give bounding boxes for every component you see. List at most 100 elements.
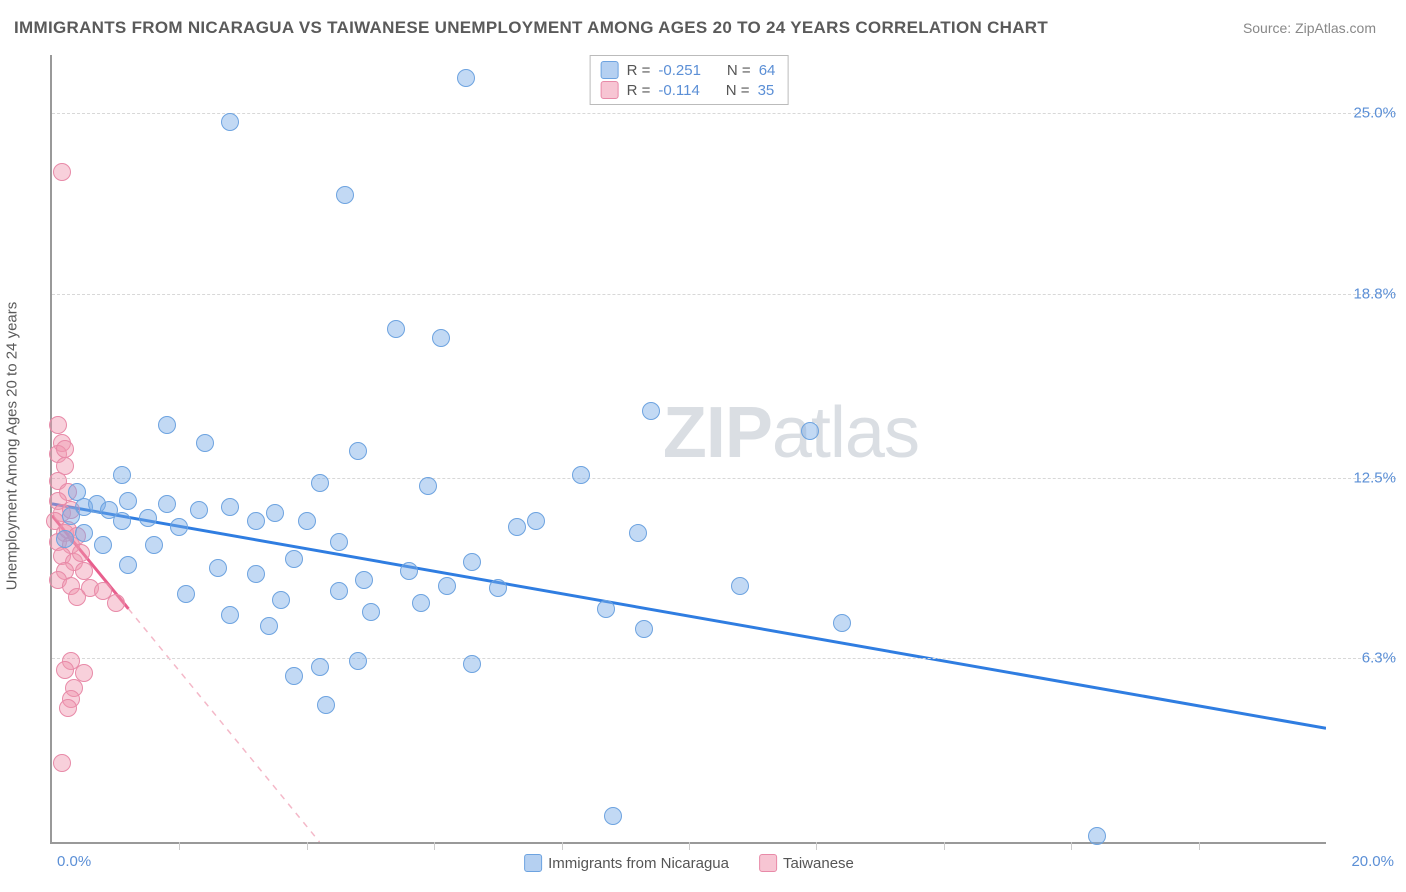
- data-point: [196, 434, 214, 452]
- data-point: [355, 571, 373, 589]
- data-point: [177, 585, 195, 603]
- x-tick: [1199, 842, 1200, 850]
- data-point: [463, 655, 481, 673]
- legend-n-value: 64: [759, 62, 776, 79]
- data-point: [158, 495, 176, 513]
- legend-r-label: R =: [627, 62, 651, 79]
- series-legend: Immigrants from Nicaragua Taiwanese: [524, 854, 854, 872]
- data-point: [438, 577, 456, 595]
- x-tick: [179, 842, 180, 850]
- data-point: [362, 603, 380, 621]
- data-point: [56, 530, 74, 548]
- y-tick-label: 18.8%: [1336, 286, 1396, 303]
- data-point: [247, 565, 265, 583]
- data-point: [833, 614, 851, 632]
- data-point: [635, 620, 653, 638]
- trend-lines: [52, 55, 1326, 842]
- data-point: [285, 550, 303, 568]
- data-point: [349, 652, 367, 670]
- source-attribution: Source: ZipAtlas.com: [1243, 20, 1376, 36]
- data-point: [49, 416, 67, 434]
- gridline-h: [52, 113, 1396, 114]
- data-point: [68, 483, 86, 501]
- data-point: [311, 658, 329, 676]
- y-axis-label: Unemployment Among Ages 20 to 24 years: [4, 302, 21, 591]
- data-point: [139, 509, 157, 527]
- data-point: [432, 329, 450, 347]
- watermark: ZIPatlas: [663, 392, 919, 474]
- data-point: [75, 524, 93, 542]
- data-point: [419, 477, 437, 495]
- data-point: [94, 536, 112, 554]
- data-point: [572, 466, 590, 484]
- legend-r-value: -0.114: [658, 82, 699, 99]
- legend-item: Taiwanese: [759, 854, 854, 872]
- data-point: [107, 594, 125, 612]
- data-point: [56, 440, 74, 458]
- data-point: [53, 754, 71, 772]
- data-point: [597, 600, 615, 618]
- data-point: [527, 512, 545, 530]
- x-tick: [689, 842, 690, 850]
- y-tick-label: 25.0%: [1336, 105, 1396, 122]
- data-point: [221, 498, 239, 516]
- x-tick: [944, 842, 945, 850]
- x-tick: [1071, 842, 1072, 850]
- x-tick: [307, 842, 308, 850]
- x-tick: [562, 842, 563, 850]
- data-point: [642, 402, 660, 420]
- gridline-h: [52, 658, 1396, 659]
- x-axis-max-label: 20.0%: [1351, 853, 1394, 870]
- data-point: [1088, 827, 1106, 845]
- gridline-h: [52, 294, 1396, 295]
- data-point: [349, 442, 367, 460]
- data-point: [190, 501, 208, 519]
- data-point: [317, 696, 335, 714]
- legend-swatch: [524, 854, 542, 872]
- data-point: [731, 577, 749, 595]
- data-point: [53, 163, 71, 181]
- data-point: [400, 562, 418, 580]
- gridline-h: [52, 478, 1396, 479]
- data-point: [508, 518, 526, 536]
- data-point: [463, 553, 481, 571]
- legend-r-label: R =: [627, 82, 651, 99]
- legend-n-label: N =: [726, 82, 750, 99]
- data-point: [59, 699, 77, 717]
- data-point: [119, 492, 137, 510]
- data-point: [412, 594, 430, 612]
- data-point: [330, 533, 348, 551]
- data-point: [489, 579, 507, 597]
- data-point: [221, 113, 239, 131]
- watermark-zip: ZIP: [663, 393, 772, 473]
- data-point: [72, 544, 90, 562]
- data-point: [113, 512, 131, 530]
- data-point: [75, 664, 93, 682]
- chart-title: IMMIGRANTS FROM NICARAGUA VS TAIWANESE U…: [14, 18, 1048, 38]
- y-tick-label: 6.3%: [1336, 650, 1396, 667]
- legend-label: Taiwanese: [783, 855, 854, 872]
- data-point: [75, 562, 93, 580]
- x-axis-min-label: 0.0%: [57, 853, 91, 870]
- legend-r-value: -0.251: [658, 62, 701, 79]
- watermark-atlas: atlas: [772, 393, 919, 473]
- data-point: [247, 512, 265, 530]
- data-point: [158, 416, 176, 434]
- source-link[interactable]: ZipAtlas.com: [1295, 20, 1376, 36]
- x-tick: [816, 842, 817, 850]
- legend-item: Immigrants from Nicaragua: [524, 854, 729, 872]
- data-point: [113, 466, 131, 484]
- source-label: Source:: [1243, 20, 1295, 36]
- legend-row: R = -0.114 N = 35: [601, 80, 776, 100]
- data-point: [311, 474, 329, 492]
- legend-n-value: 35: [758, 82, 775, 99]
- data-point: [119, 556, 137, 574]
- legend-swatch: [601, 61, 619, 79]
- data-point: [145, 536, 163, 554]
- data-point: [336, 186, 354, 204]
- data-point: [170, 518, 188, 536]
- legend-n-label: N =: [727, 62, 751, 79]
- legend-swatch: [759, 854, 777, 872]
- data-point: [62, 507, 80, 525]
- data-point: [387, 320, 405, 338]
